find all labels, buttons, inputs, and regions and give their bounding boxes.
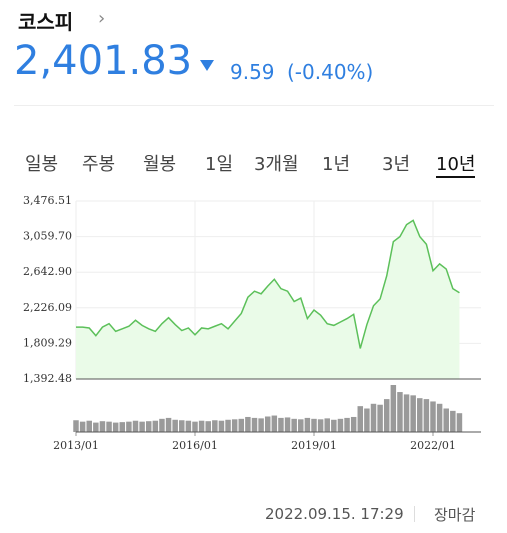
tab[interactable]: 1일 — [205, 154, 234, 175]
volume-bar — [179, 420, 185, 432]
volume-bar — [238, 418, 245, 432]
tab[interactable]: 주봉 — [82, 154, 116, 175]
x-tick-label: 2016/01 — [172, 439, 218, 452]
volume-bar — [106, 421, 112, 432]
volume-bar — [364, 408, 370, 432]
index-title[interactable]: 코스피 — [18, 10, 74, 34]
chevron: › — [98, 8, 106, 29]
volume-bar — [185, 420, 192, 432]
change-pct: (-0.40%) — [287, 60, 374, 84]
change: 9.59 — [230, 60, 275, 84]
volume-bar — [423, 399, 430, 432]
volume-bar — [264, 416, 271, 432]
volume-bar — [436, 403, 443, 432]
volume-bar — [450, 410, 456, 432]
volume-bar — [119, 422, 126, 432]
volume-bar — [99, 421, 106, 432]
volume-bar — [324, 418, 330, 432]
volume-bar — [93, 422, 99, 432]
volume-bar — [79, 421, 86, 432]
volume-bar — [397, 392, 403, 432]
volume-bar — [337, 418, 344, 432]
volume-bar — [159, 418, 165, 432]
volume-bar — [212, 420, 218, 432]
volume-bar — [298, 419, 304, 432]
volume-bar — [403, 394, 410, 432]
volume-bar — [317, 419, 324, 432]
volume-bar — [165, 417, 172, 432]
volume-bar — [172, 419, 178, 432]
volume-bar — [370, 403, 377, 432]
tab[interactable]: 10년 — [436, 150, 476, 178]
tab[interactable]: 월봉 — [143, 154, 177, 175]
volume-bar — [443, 408, 449, 432]
chart: 1,392.48 1,809.29 2,226.09 2,642.90 3,059.70… — [23, 194, 481, 452]
volume-bar — [218, 420, 225, 432]
volume-bar — [311, 418, 317, 432]
tab[interactable]: 일봉 — [25, 154, 59, 175]
y-tick-label: 1,392.48 — [23, 372, 72, 385]
volume-bar — [410, 395, 416, 432]
price: 2,401.83 — [14, 38, 193, 84]
tab[interactable]: 3년 — [382, 154, 411, 175]
timestamp: 2022.09.15. 17:29 — [265, 505, 404, 523]
volume-bar — [112, 422, 119, 432]
volume-bar — [225, 419, 231, 432]
volume-bar — [304, 417, 311, 432]
down-arrow — [200, 60, 214, 71]
y-tick-label: 3,476.51 — [23, 194, 72, 207]
y-tick-label: 2,226.09 — [23, 301, 72, 314]
tab[interactable]: 1년 — [322, 154, 351, 175]
volume-bar — [205, 421, 211, 432]
volume-bar — [390, 385, 397, 432]
volume-bar — [377, 404, 383, 432]
x-tick-label: 2019/01 — [291, 439, 337, 452]
price-line — [76, 219, 460, 349]
volume-bar — [278, 417, 284, 432]
area — [76, 220, 460, 379]
volume-bar — [258, 418, 264, 432]
volume-bar — [152, 420, 159, 432]
volume-bar — [456, 413, 463, 432]
y-tick-label: 1,809.29 — [23, 336, 72, 349]
x-tick-label: 2013/01 — [53, 439, 99, 452]
separator — [414, 506, 415, 522]
divider — [14, 105, 494, 106]
volume-bar — [86, 420, 92, 432]
volume-bar — [291, 418, 297, 432]
volume-bar — [126, 421, 132, 432]
volume-bar — [145, 421, 152, 432]
volume-bar — [350, 416, 357, 432]
market-status: 장마감 — [434, 506, 476, 524]
volume-bar — [132, 420, 139, 432]
volume-bar — [417, 398, 423, 432]
y-tick-label: 2,642.90 — [23, 265, 72, 278]
volume-bar — [251, 417, 258, 432]
volume-bar — [357, 406, 364, 432]
x-tick-label: 2022/01 — [410, 439, 456, 452]
y-tick-label: 3,059.70 — [23, 230, 72, 243]
volume-bar — [383, 399, 390, 432]
volume-bar — [139, 421, 145, 432]
volume-bar — [198, 420, 205, 432]
volume-bar — [344, 417, 350, 432]
volume-bar — [245, 416, 251, 432]
volume-bar — [192, 421, 198, 432]
volume-bar — [331, 419, 337, 432]
volume-bar — [231, 419, 238, 432]
tab[interactable]: 3개월 — [254, 154, 299, 175]
volume-bar — [430, 401, 436, 432]
volume-bar — [284, 417, 291, 432]
volume-bar — [271, 415, 278, 432]
volume-bar — [73, 420, 79, 432]
